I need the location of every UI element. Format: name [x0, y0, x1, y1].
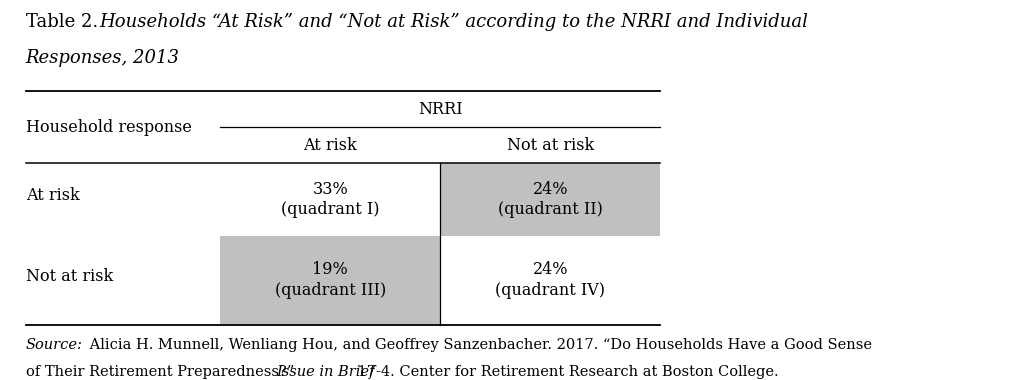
- Text: of Their Retirement Preparedness?”: of Their Retirement Preparedness?”: [26, 365, 298, 379]
- Text: NRRI: NRRI: [418, 101, 463, 118]
- Text: Source:: Source:: [26, 338, 83, 352]
- Bar: [220, 236, 440, 325]
- Text: Table 2.: Table 2.: [26, 13, 103, 31]
- Text: 24%: 24%: [532, 180, 568, 198]
- Text: Alicia H. Munnell, Wenliang Hou, and Geoffrey Sanzenbacher. 2017. “Do Households: Alicia H. Munnell, Wenliang Hou, and Geo…: [85, 338, 872, 352]
- Text: Households “At Risk” and “Not at Risk” according to the NRRI and Individual: Households “At Risk” and “Not at Risk” a…: [99, 13, 808, 31]
- Text: (quadrant IV): (quadrant IV): [496, 282, 605, 299]
- Text: 24%: 24%: [532, 261, 568, 278]
- Text: At risk: At risk: [303, 137, 357, 154]
- Text: Issue in Brief: Issue in Brief: [276, 365, 375, 379]
- Text: Not at risk: Not at risk: [507, 137, 594, 154]
- Text: (quadrant I): (quadrant I): [281, 201, 380, 218]
- Text: 17-4. Center for Retirement Research at Boston College.: 17-4. Center for Retirement Research at …: [353, 365, 779, 379]
- Text: Responses, 2013: Responses, 2013: [26, 49, 179, 67]
- Text: Household response: Household response: [26, 119, 191, 136]
- Bar: [440, 163, 660, 236]
- Text: 33%: 33%: [312, 180, 348, 198]
- Text: (quadrant III): (quadrant III): [274, 282, 386, 299]
- Text: At risk: At risk: [26, 187, 79, 204]
- Text: 19%: 19%: [312, 261, 348, 278]
- Text: (quadrant II): (quadrant II): [498, 201, 603, 218]
- Text: Not at risk: Not at risk: [26, 268, 113, 285]
